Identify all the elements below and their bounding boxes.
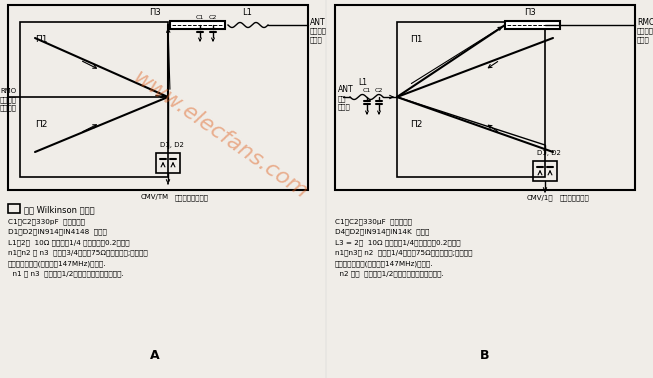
Text: C1: C1	[196, 15, 204, 20]
Text: C1、C2：330pF  旁联电容器: C1、C2：330pF 旁联电容器	[8, 218, 85, 225]
Text: Π1: Π1	[410, 35, 422, 44]
Bar	[533, 161, 557, 181]
Bar	[335, 5, 635, 190]
Text: CMV/1号: CMV/1号	[527, 194, 553, 201]
Text: L1: L1	[242, 8, 252, 17]
Bar	[505, 21, 560, 29]
Bar	[8, 5, 308, 190]
Text: B: B	[480, 349, 490, 362]
Text: C1、C2：330μF  旁联电容器: C1、C2：330μF 旁联电容器	[335, 218, 412, 225]
Text: n1、n3型 n2  一般由1/4波长的75Ω同轴线构成;当前收发: n1、n3型 n2 一般由1/4波长的75Ω同轴线构成;当前收发	[335, 249, 473, 256]
Text: 无线电台连接线: 无线电台连接线	[560, 194, 590, 201]
Text: 连接线: 连接线	[310, 36, 323, 43]
Text: RMO: RMO	[637, 18, 653, 27]
Text: L1: L1	[358, 78, 368, 87]
Text: C2: C2	[375, 88, 383, 93]
Text: 机械带中心频率(典型値为147MHz)的波长.: 机械带中心频率(典型値为147MHz)的波长.	[335, 260, 434, 266]
Text: Π2: Π2	[410, 120, 422, 129]
Bar	[397, 22, 545, 177]
Bar	[170, 21, 225, 29]
Text: L1：2根  10Ω 载波线，1/4 波长内径，0.2英寸长: L1：2根 10Ω 载波线，1/4 波长内径，0.2英寸长	[8, 239, 130, 246]
Text: D1、D2：IN914、IN4148  二极管: D1、D2：IN914、IN4148 二极管	[8, 228, 107, 235]
Text: 机连接线: 机连接线	[0, 104, 17, 111]
Text: 表示 Wilkinson 耦接节: 表示 Wilkinson 耦接节	[24, 205, 95, 214]
Text: C2: C2	[209, 15, 217, 20]
Text: 接收变换器连接线: 接收变换器连接线	[175, 194, 209, 201]
Text: 机械带中心频率(典型値为147MHz)的波长.: 机械带中心频率(典型値为147MHz)的波长.	[8, 260, 106, 266]
Text: n2 部分  元件长为1/2波长的连续同轴电缆线路.: n2 部分 元件长为1/2波长的连续同轴电缆线路.	[335, 271, 444, 277]
Text: Π2: Π2	[35, 120, 48, 129]
Text: D4、D2：IN914、IN14K  二极管: D4、D2：IN914、IN14K 二极管	[335, 228, 430, 235]
Text: L3 = 2根  10Ω 载波线，1/4波长内径，0.2英寸长: L3 = 2根 10Ω 载波线，1/4波长内径，0.2英寸长	[335, 239, 460, 246]
Bar	[8, 204, 20, 213]
Text: 两米收发: 两米收发	[0, 96, 17, 102]
Text: Π3: Π3	[524, 8, 536, 17]
Text: n1、n2 和 n3  一般由3/4波长的75Ω同轴线构成;当前收发: n1、n2 和 n3 一般由3/4波长的75Ω同轴线构成;当前收发	[8, 249, 148, 256]
Bar	[20, 22, 168, 177]
Text: D1, D2: D1, D2	[537, 150, 561, 156]
Text: n1 和 n3  组成长为1/2波长的连续同轴电缆线路.: n1 和 n3 组成长为1/2波长的连续同轴电缆线路.	[8, 271, 124, 277]
Text: Π3: Π3	[149, 8, 161, 17]
Text: ANT: ANT	[338, 85, 354, 94]
Text: ANT: ANT	[310, 18, 326, 27]
Text: 连接线: 连接线	[338, 103, 351, 110]
Text: 两米收发机: 两米收发机	[637, 27, 653, 34]
Text: 连接线: 连接线	[637, 36, 650, 43]
Text: C1: C1	[363, 88, 371, 93]
Text: D1, D2: D1, D2	[160, 142, 184, 148]
Text: 馈来天线: 馈来天线	[310, 27, 327, 34]
Text: CMV/TM: CMV/TM	[141, 194, 169, 200]
Bar	[156, 153, 180, 173]
Text: A: A	[150, 349, 160, 362]
Text: Π1: Π1	[35, 35, 48, 44]
Text: www.elecfans.com: www.elecfans.com	[129, 67, 311, 203]
Text: 天线: 天线	[338, 95, 347, 102]
Text: RMO: RMO	[0, 88, 16, 94]
